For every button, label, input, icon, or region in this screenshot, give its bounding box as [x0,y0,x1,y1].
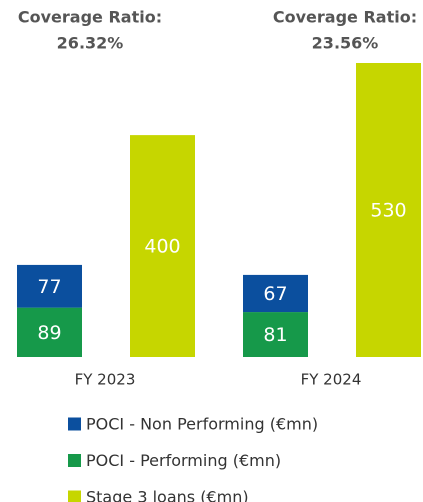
x-tick-label: FY 2023 [75,371,136,389]
legend-swatch [68,454,81,467]
bar [243,274,308,313]
legend-swatch [68,417,81,431]
bar [356,63,421,357]
data-label: 67 [263,283,287,305]
legend-label: POCI - Non Performing (€mn) [86,415,318,434]
annotation-label: Coverage Ratio: [273,8,417,27]
bar [17,264,82,308]
legend-swatch [68,490,81,502]
data-label: 81 [263,324,287,346]
bar [243,312,308,357]
bar [17,307,82,357]
bar [130,135,195,357]
data-label: 400 [144,236,180,258]
legend-label: POCI - Performing (€mn) [86,451,281,470]
data-label: 89 [37,322,61,344]
data-label: 530 [370,200,406,222]
legend-label: Stage 3 loans (€mn) [86,488,249,502]
annotation-label: Coverage Ratio: [18,8,162,27]
annotation-value: 23.56% [312,34,379,53]
data-label: 77 [37,276,61,298]
x-tick-label: FY 2024 [301,371,362,389]
annotation-value: 26.32% [57,34,124,53]
